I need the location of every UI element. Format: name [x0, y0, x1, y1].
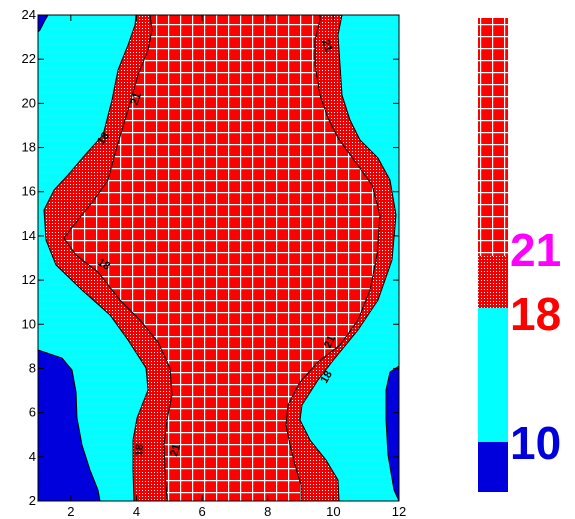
contour-label: 18 [318, 369, 335, 386]
x-tick-label: 8 [264, 504, 271, 519]
legend-label-21: 21 [510, 224, 561, 276]
fill-below-10-top [38, 15, 49, 33]
y-tick-label: 6 [29, 405, 36, 420]
y-tick-label: 20 [22, 95, 36, 110]
contour-label: 18 [133, 444, 146, 457]
y-tick-label: 18 [22, 140, 36, 155]
contour-label: 18 [95, 256, 112, 273]
y-tick-label: 14 [22, 228, 36, 243]
contour-label: 21 [168, 443, 183, 458]
plot-frame [37, 14, 400, 502]
x-tick-label: 2 [67, 504, 74, 519]
fill-below-10-right [385, 365, 399, 501]
legend-label-18: 18 [510, 288, 561, 340]
contour-label: 21 [319, 38, 334, 54]
y-tick-label: 22 [22, 51, 36, 66]
y-tick-label: 16 [22, 184, 36, 199]
contour-label: 18 [95, 130, 112, 147]
contour-labels: 18 21 18 21 21 18 18 21 [95, 38, 338, 458]
x-tick-label: 10 [326, 504, 340, 519]
contour-label: 21 [129, 91, 144, 107]
legend-swatch-above-21 [478, 18, 508, 256]
contour-label: 21 [322, 334, 338, 350]
legend-swatch-10-18 [478, 308, 508, 442]
y-tick-label: 12 [22, 272, 36, 287]
x-tick-label: 6 [198, 504, 205, 519]
x-axis: 2 4 6 8 10 12 [67, 15, 406, 519]
contour-fills [38, 15, 399, 501]
y-tick-label: 4 [29, 449, 36, 464]
x-tick-label: 12 [392, 504, 406, 519]
y-tick-label: 24 [22, 7, 36, 22]
y-tick-label: 2 [29, 493, 36, 508]
legend-swatch-below-10 [478, 442, 508, 492]
legend-label-10: 10 [510, 417, 561, 469]
y-tick-label: 10 [22, 316, 36, 331]
y-tick-label: 8 [29, 360, 36, 375]
color-legend: 21 18 10 [478, 18, 561, 492]
x-tick-label: 4 [133, 504, 140, 519]
fill-above-21 [63, 15, 381, 501]
legend-swatch-18-21 [478, 256, 508, 308]
fill-below-10-left [38, 349, 101, 501]
